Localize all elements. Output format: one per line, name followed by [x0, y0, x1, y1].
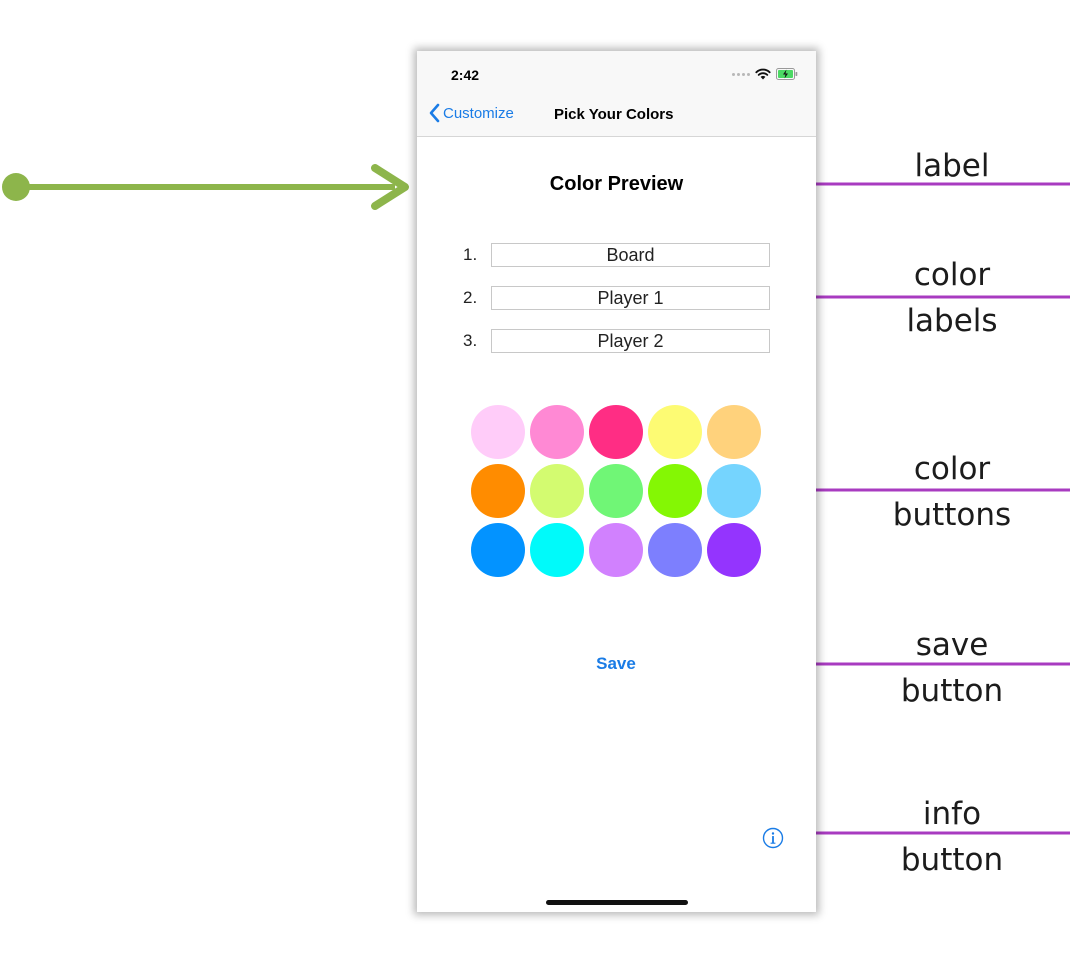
color-swatch-button[interactable] [707, 405, 761, 459]
color-swatch-button[interactable] [530, 523, 584, 577]
home-indicator [546, 900, 688, 905]
wifi-icon [755, 68, 771, 80]
color-row: 1. Board [463, 243, 773, 269]
info-icon [762, 827, 784, 849]
annotation-label: label [914, 148, 990, 184]
color-swatch-button[interactable] [530, 405, 584, 459]
color-row: 2. Player 1 [463, 286, 773, 312]
color-swatch-button[interactable] [530, 464, 584, 518]
color-swatch-button[interactable] [471, 464, 525, 518]
color-swatch-button[interactable] [648, 523, 702, 577]
chevron-left-icon [429, 103, 440, 123]
row-number: 2. [463, 288, 478, 307]
save-button[interactable]: Save [596, 654, 636, 673]
color-label-player-2: Player 2 [491, 329, 770, 353]
signal-dots-icon [732, 72, 750, 76]
color-swatch-button[interactable] [589, 464, 643, 518]
nav-title: Pick Your Colors [554, 106, 674, 123]
annotation-save-button: save button [900, 627, 1004, 709]
color-label-board: Board [491, 243, 770, 267]
color-swatch-button[interactable] [471, 405, 525, 459]
color-swatch-button[interactable] [589, 523, 643, 577]
color-swatch-button[interactable] [471, 523, 525, 577]
back-button-label: Customize [443, 104, 514, 122]
info-button[interactable] [762, 827, 784, 849]
color-row: 3. Player 2 [463, 329, 773, 355]
annotation-color-labels: color labels [906, 257, 998, 339]
row-number: 3. [463, 331, 478, 350]
color-label-player-1: Player 1 [491, 286, 770, 310]
color-swatch-button[interactable] [648, 464, 702, 518]
navigation-bar: Customize Pick Your Colors [417, 95, 816, 137]
row-number: 1. [463, 245, 478, 264]
color-swatch-button[interactable] [707, 464, 761, 518]
back-button[interactable]: Customize [429, 103, 514, 123]
color-preview-label: Color Preview [549, 173, 684, 195]
status-icons [732, 68, 798, 80]
battery-charging-icon [776, 68, 798, 80]
status-time: 2:42 [451, 67, 480, 83]
color-swatch-button[interactable] [707, 523, 761, 577]
phone-screen: 2:42 [417, 51, 816, 912]
annotation-info-button: info button [900, 796, 1004, 878]
color-swatch-button[interactable] [589, 405, 643, 459]
annotation-color-buttons: color buttons [892, 451, 1012, 533]
color-swatch-button[interactable] [648, 405, 702, 459]
status-bar: 2:42 [417, 51, 816, 95]
entry-arrow-icon [2, 164, 409, 210]
color-buttons-grid [471, 405, 767, 577]
